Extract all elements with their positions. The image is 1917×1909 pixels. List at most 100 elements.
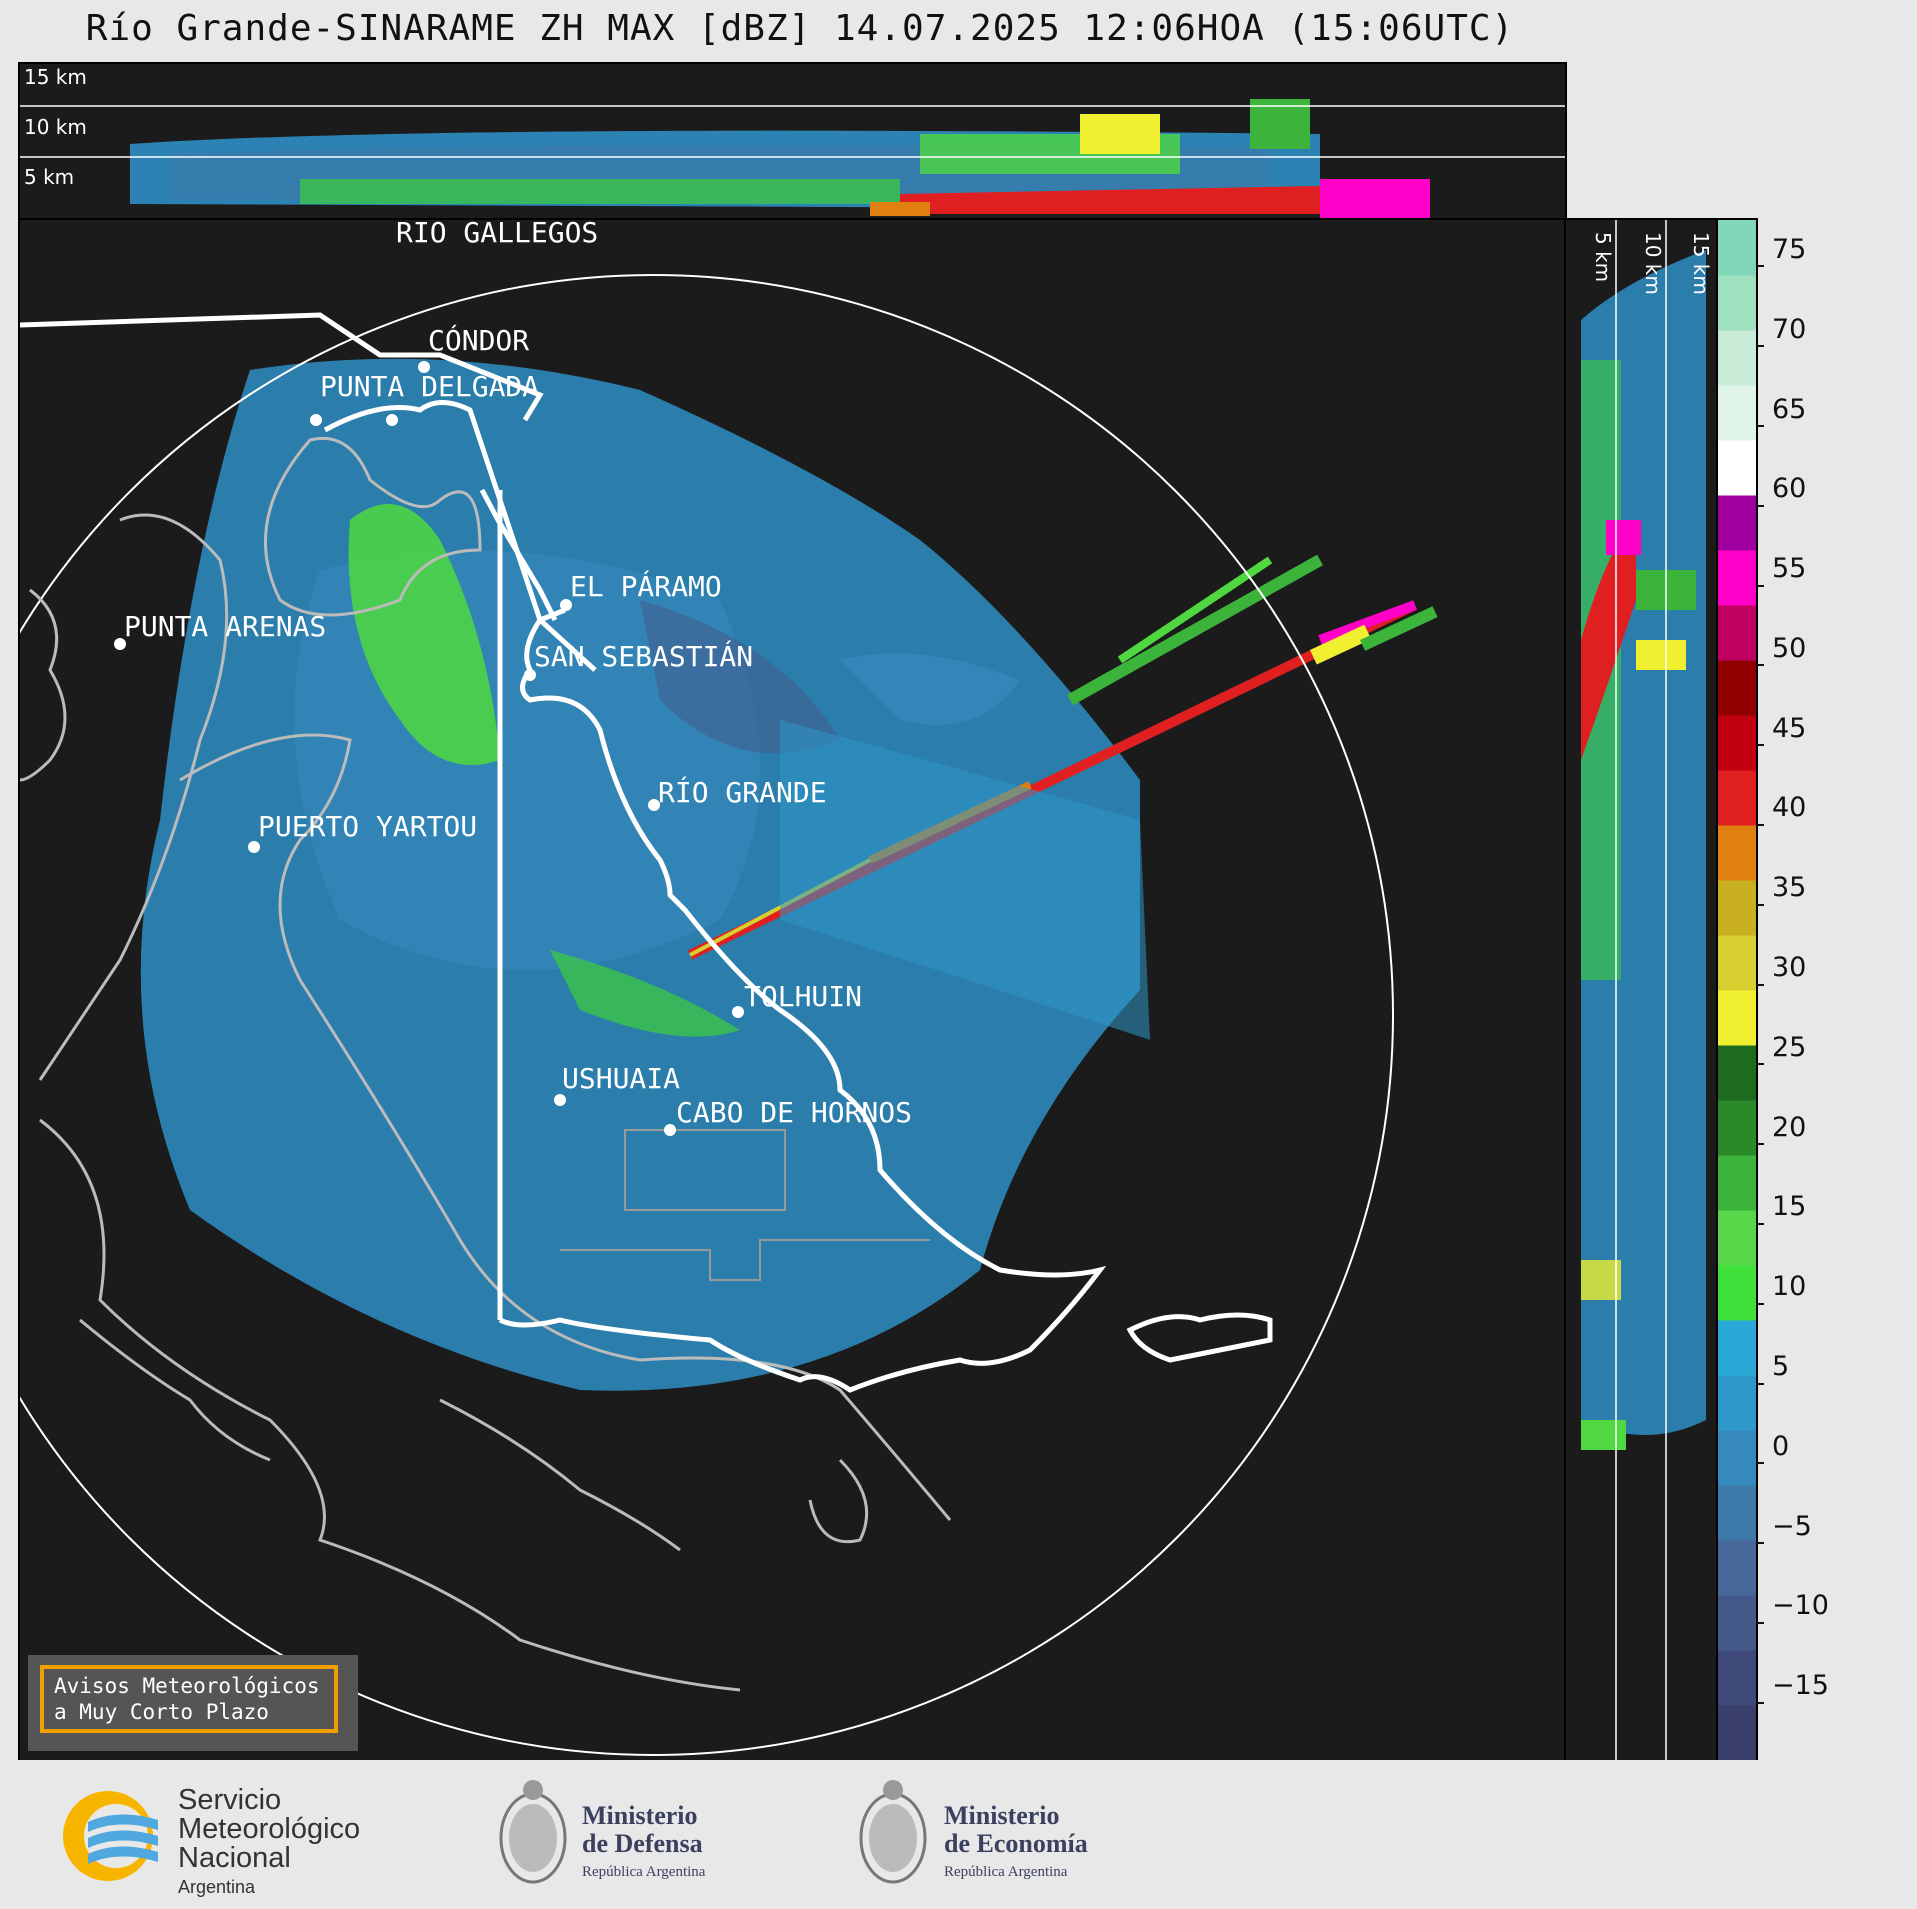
colorbar-segment — [1718, 330, 1756, 386]
smn-line4: Argentina — [178, 1877, 256, 1897]
coastline-tierra-del-fuego — [498, 607, 1107, 1393]
colorbar-segment — [1718, 550, 1756, 606]
economia-logo: Ministerio de Economía República Argenti… — [852, 1774, 1088, 1898]
colorbar-tick: 60 — [1756, 473, 1806, 520]
economia-shield-icon — [859, 1780, 927, 1884]
colorbar-tick: 15 — [1756, 1191, 1806, 1238]
colorbar-segment — [1718, 440, 1756, 496]
colorbar-tick-label: 20 — [1772, 1111, 1807, 1143]
place-label-cabo-de-hornos: CABO DE HORNOS — [676, 1096, 912, 1129]
colorbar-tick: 50 — [1756, 633, 1806, 680]
colorbar-tick: 75 — [1756, 234, 1806, 281]
colorbar-segment — [1718, 1320, 1756, 1376]
place-markers — [114, 361, 744, 1136]
colorbar-segment — [1718, 935, 1756, 991]
colorbar-tick: 40 — [1756, 792, 1806, 839]
smn-line2: Meteorológico — [178, 1813, 361, 1845]
colorbar-tick-label: 10 — [1772, 1271, 1807, 1303]
border-line-north — [20, 312, 544, 422]
economia-line1: Ministerio — [944, 1801, 1060, 1830]
colorbar-tick-label: 25 — [1772, 1031, 1807, 1063]
colorbar-tick: −5 — [1756, 1511, 1812, 1558]
colorbar-tick-label: 50 — [1772, 632, 1807, 664]
avisos-line2: a Muy Corto Plazo — [54, 1700, 269, 1724]
colorbar-segment — [1718, 1375, 1756, 1431]
range-ring — [20, 274, 1394, 1756]
top-height-label-5: 5 km — [24, 165, 74, 189]
colorbar-segment — [1718, 1430, 1756, 1486]
colorbar-tick: −10 — [1756, 1590, 1829, 1637]
place-label-rio-gallegos: RÍO GALLEGOS — [396, 220, 598, 249]
colorbar-tick: 70 — [1756, 314, 1806, 361]
colorbar-segment — [1718, 1540, 1756, 1596]
colorbar-tick-label: 30 — [1772, 952, 1807, 984]
colorbar-tick-label: 45 — [1772, 712, 1807, 744]
place-label-punta-arenas: PUNTA ARENAS — [124, 610, 326, 643]
colorbar-segment — [1718, 1100, 1756, 1156]
colorbar-tick-label: 40 — [1772, 792, 1807, 824]
place-label-tolhuin: TOLHUIN — [744, 980, 862, 1013]
colorbar-tick: −15 — [1756, 1670, 1829, 1717]
colorbar-tick-label: 60 — [1772, 473, 1807, 505]
colorbar-tick: 35 — [1756, 872, 1806, 919]
colorbar-segment — [1718, 990, 1756, 1046]
top-cross-section-panel: 15 km 10 km 5 km — [18, 62, 1567, 221]
colorbar-segment — [1718, 1485, 1756, 1541]
colorbar-tick-label: −5 — [1772, 1510, 1812, 1542]
colorbar-tick-label: 65 — [1772, 393, 1807, 425]
side-height-label-10: 10 km — [1641, 232, 1665, 295]
economia-line2: de Economía — [944, 1829, 1088, 1858]
colorbar-segment — [1718, 825, 1756, 881]
colorbar-tick-label: 15 — [1772, 1191, 1807, 1223]
colorbar-tick-label: −15 — [1772, 1670, 1829, 1702]
footer: Servicio Meteorológico Nacional Argentin… — [0, 1760, 1917, 1909]
colorbar-segment — [1718, 275, 1756, 331]
colorbar-tick-label: 5 — [1772, 1351, 1790, 1382]
colorbar-tick-label: −10 — [1772, 1590, 1829, 1622]
colorbar — [1716, 218, 1758, 1762]
colorbar-tick: 10 — [1756, 1271, 1806, 1318]
colorbar-tick-label: 75 — [1772, 233, 1807, 265]
smn-logo: Servicio Meteorológico Nacional Argentin… — [58, 1786, 360, 1897]
colorbar-segment — [1718, 715, 1756, 771]
place-label-san-sebastian: SAN SEBASTIÁN — [534, 639, 753, 673]
colorbar-tick-label: 0 — [1772, 1430, 1790, 1462]
defensa-line1: Ministerio — [582, 1801, 698, 1830]
colorbar-tick: 5 — [1756, 1351, 1789, 1398]
colorbar-segment — [1718, 1045, 1756, 1101]
side-cross-section-panel: 5 km 10 km 15 km — [1564, 218, 1718, 1762]
defensa-shield-icon — [499, 1780, 567, 1884]
smn-logo-icon — [63, 1791, 158, 1881]
colorbar-tick-label: 55 — [1772, 553, 1807, 585]
colorbar-tick: 30 — [1756, 952, 1806, 999]
colorbar-segment — [1718, 1155, 1756, 1211]
colorbar-tick-label: 35 — [1772, 872, 1807, 904]
colorbar-tick-label: 70 — [1772, 313, 1807, 345]
colorbar-segment — [1718, 1210, 1756, 1266]
radar-map-panel: RÍO GALLEGOS CÓNDOR PUNTA DELGADA EL PÁR… — [18, 218, 1567, 1762]
colorbar-tick: 25 — [1756, 1032, 1806, 1079]
smn-line3: Nacional — [178, 1842, 291, 1874]
top-height-label-10: 10 km — [24, 115, 87, 139]
top-height-label-15: 15 km — [24, 65, 87, 89]
colorbar-segment — [1718, 385, 1756, 441]
place-label-condor: CÓNDOR — [428, 323, 529, 357]
avisos-line1: Avisos Meteorológicos — [54, 1674, 320, 1698]
colorbar-gradient — [1718, 220, 1756, 1760]
avisos-box: Avisos Meteorológicos a Muy Corto Plazo — [28, 1655, 358, 1751]
place-label-el-paramo: EL PÁRAMO — [570, 569, 722, 603]
side-height-label-5: 5 km — [1591, 232, 1615, 282]
colorbar-segment — [1718, 605, 1756, 661]
colorbar-segment — [1718, 880, 1756, 936]
colorbar-segment — [1718, 1650, 1756, 1706]
place-label-rio-grande: RÍO GRANDE — [658, 775, 827, 809]
colorbar-segment — [1718, 495, 1756, 551]
colorbar-tick: 65 — [1756, 394, 1806, 441]
colorbar-segment — [1718, 220, 1756, 276]
colorbar-segment — [1718, 1595, 1756, 1651]
colorbar-segment — [1718, 1265, 1756, 1321]
side-cross-section-plot: 5 km 10 km 15 km — [1581, 220, 1713, 1760]
colorbar-tick: 0 — [1756, 1431, 1789, 1478]
colorbar-segment — [1718, 660, 1756, 716]
chart-title: Río Grande-SINARAME ZH MAX [dBZ] 14.07.2… — [85, 8, 1515, 49]
